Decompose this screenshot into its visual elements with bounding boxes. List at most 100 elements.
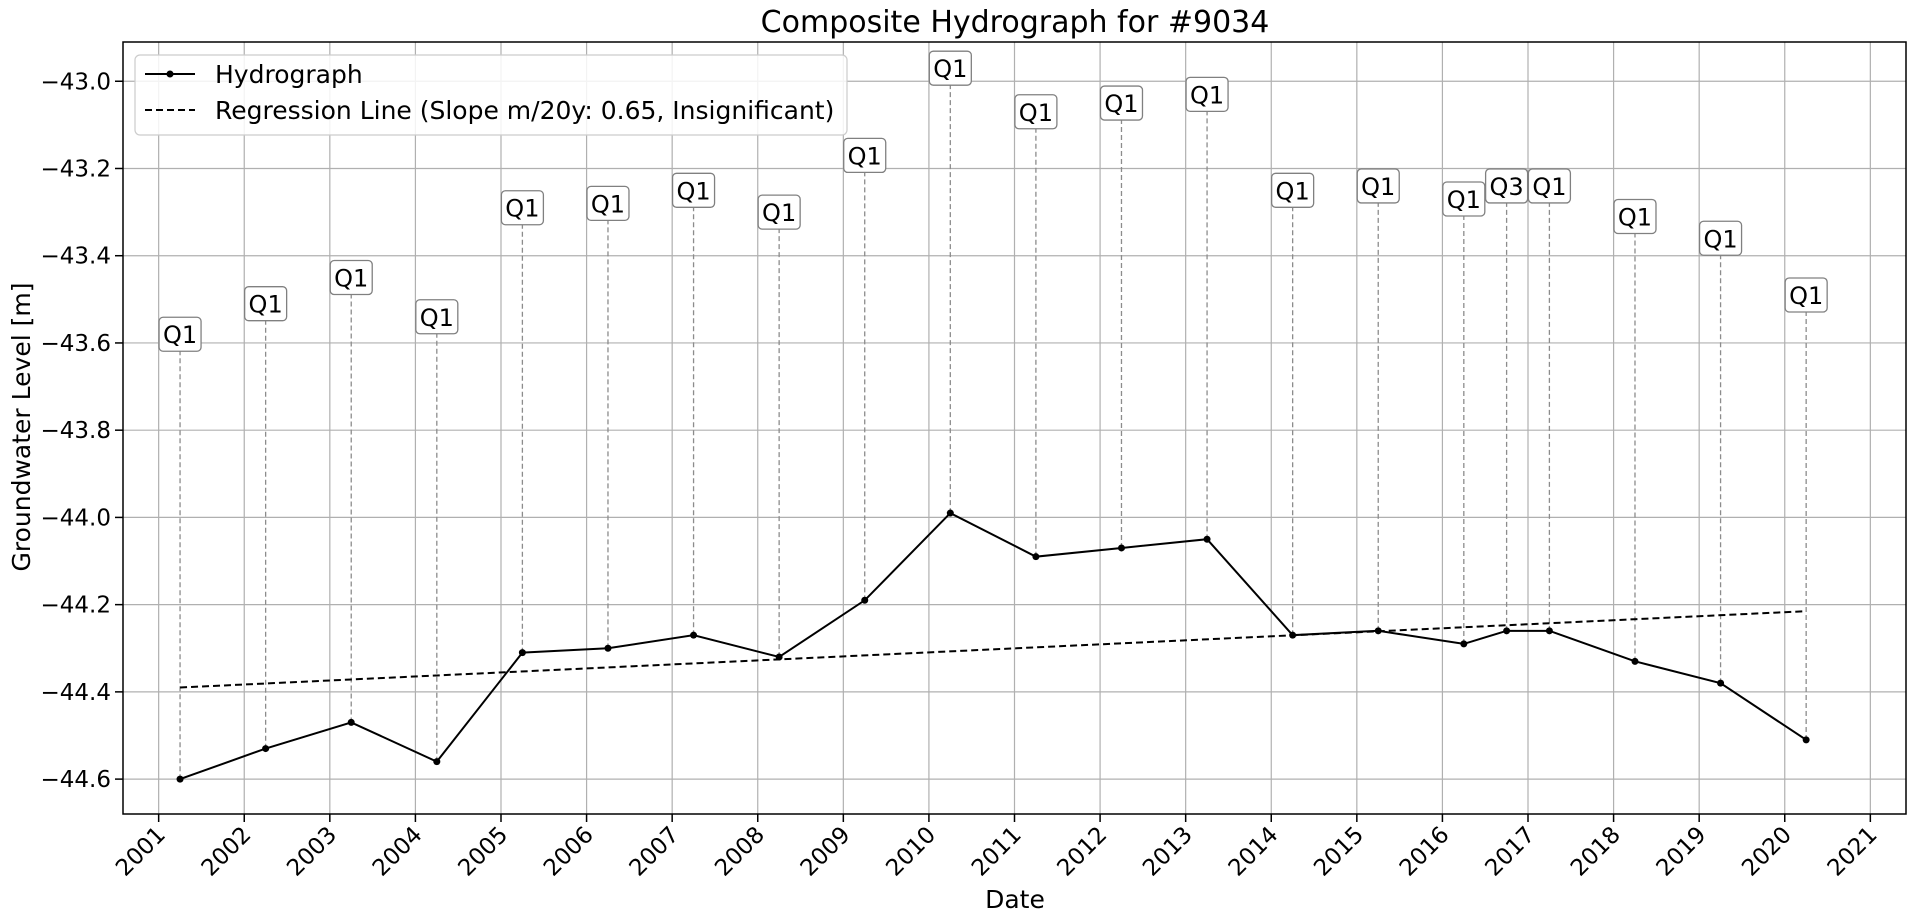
- hydrograph-point: [1802, 736, 1810, 744]
- annotation: Q1: [1185, 76, 1229, 112]
- annotation-label: Q1: [762, 199, 796, 227]
- annotation: Q1: [928, 50, 972, 86]
- x-tick-label: 2017: [1480, 822, 1540, 882]
- hydrograph-point: [176, 775, 184, 783]
- x-tick-label: 2002: [197, 822, 257, 882]
- y-tick-label: −44.4: [41, 680, 111, 706]
- annotation-box: [1099, 85, 1144, 121]
- hydrograph-point: [775, 653, 783, 661]
- legend-regression-label: Regression Line (Slope m/20y: 0.65, Insi…: [215, 96, 834, 125]
- annotation-box: [1784, 277, 1828, 313]
- x-tick-label: 2004: [368, 822, 428, 882]
- x-tick-label: 2009: [796, 822, 856, 882]
- annotation: Q1: [671, 172, 716, 208]
- annotation-label: Q1: [1104, 90, 1138, 118]
- annotation: Q1: [500, 190, 545, 226]
- annotation-box: [1527, 168, 1572, 204]
- x-tick-label: 2021: [1823, 822, 1883, 882]
- legend-hydrograph-label: Hydrograph: [215, 60, 363, 89]
- hydrograph-point: [1203, 535, 1211, 543]
- hydrograph-point: [604, 644, 612, 652]
- x-tick-label: 2016: [1395, 822, 1455, 882]
- annotation-label: Q1: [163, 321, 197, 349]
- annotation-label: Q1: [591, 190, 625, 218]
- annotation: Q1: [329, 259, 373, 296]
- x-axis-label: Date: [985, 885, 1045, 914]
- annotation-drop-lines: [179, 68, 1807, 780]
- hydrograph-point: [1545, 627, 1553, 635]
- annotation-label: Q1: [505, 195, 539, 223]
- hydrograph-point: [690, 631, 698, 639]
- annotation: Q1: [1270, 172, 1315, 208]
- x-tick-label: 2010: [881, 822, 941, 882]
- annotation-label: Q1: [249, 291, 283, 319]
- annotation-box: [1442, 181, 1486, 217]
- x-tick-label: 2012: [1053, 822, 1113, 882]
- x-tick-label: 2005: [453, 822, 513, 882]
- annotation-box: [329, 259, 373, 296]
- annotation-box: [1270, 172, 1315, 208]
- annotation-box: [928, 50, 972, 86]
- y-tick-label: −43.6: [41, 331, 111, 357]
- annotation-label: Q1: [1361, 173, 1395, 201]
- legend-box: [134, 54, 848, 136]
- annotation: Q1: [415, 299, 459, 335]
- annotation-label: Q1: [1703, 225, 1737, 253]
- x-tick-label: 2008: [710, 822, 770, 882]
- annotation-label: Q1: [848, 142, 882, 170]
- annotation-box: [158, 316, 202, 352]
- annotation-label: Q1: [1276, 177, 1310, 205]
- annotation-label: Q1: [334, 265, 368, 293]
- annotation: Q1: [243, 286, 288, 322]
- annotation-label: Q1: [1618, 203, 1652, 231]
- y-tick-label: −43.4: [41, 244, 111, 270]
- x-tick-label: 2001: [111, 822, 171, 882]
- hydrograph-point: [518, 649, 526, 657]
- annotation-box: [500, 190, 545, 226]
- annotation: Q1: [757, 194, 801, 230]
- annotation-box: [1356, 168, 1400, 204]
- y-tick-label: −44.0: [41, 505, 111, 531]
- series: [176, 509, 1810, 783]
- annotation-box: [671, 172, 716, 208]
- annotation-label: Q1: [1789, 282, 1823, 310]
- hydrograph-point: [262, 745, 270, 753]
- y-tick-label: −43.0: [41, 69, 111, 95]
- regression-line: [180, 610, 1807, 689]
- annotation-box: [1185, 76, 1229, 112]
- hydrograph-point: [1460, 640, 1468, 648]
- x-tick-label: 2015: [1309, 822, 1369, 882]
- annotation-box: [1014, 94, 1058, 130]
- hydrograph-point: [946, 509, 954, 517]
- x-tick-label: 2007: [625, 822, 685, 882]
- hydrograph-point: [1117, 544, 1125, 552]
- annotation-label: Q1: [420, 304, 454, 332]
- x-tick-label: 2006: [539, 822, 599, 882]
- hydrograph-point: [1503, 627, 1511, 635]
- y-tick-label: −43.2: [41, 156, 111, 182]
- legend: Hydrograph Regression Line (Slope m/20y:…: [134, 54, 848, 136]
- hydrograph-point: [1717, 679, 1725, 687]
- annotation-box: [757, 194, 801, 230]
- annotation-label: Q1: [1019, 99, 1053, 127]
- annotation: Q1: [1014, 94, 1058, 130]
- grid: [123, 42, 1906, 814]
- annotation: Q1: [1613, 198, 1657, 235]
- annotation: Q1: [586, 185, 630, 222]
- hydrograph-point: [1374, 627, 1382, 635]
- y-tick-label: −44.6: [41, 767, 111, 793]
- x-tick-label: 2011: [967, 822, 1027, 882]
- annotation: Q1: [1442, 181, 1486, 217]
- annotation: Q1: [1784, 277, 1828, 313]
- legend-hydrograph-marker: [166, 70, 174, 78]
- annotation-label: Q3: [1490, 173, 1524, 201]
- annotation-label: Q1: [1190, 81, 1224, 109]
- y-tick-label: −44.2: [41, 593, 111, 619]
- annotation-box: [1613, 198, 1657, 235]
- hydrograph-point: [1032, 553, 1040, 561]
- annotation-box: [243, 286, 288, 322]
- x-axis: 2001 2002 2003 2004 2005 2006 2007 2008 2009 2010…: [111, 814, 1883, 882]
- annotation-label: Q1: [933, 55, 967, 83]
- chart-title: Composite Hydrograph for #9034: [761, 5, 1270, 40]
